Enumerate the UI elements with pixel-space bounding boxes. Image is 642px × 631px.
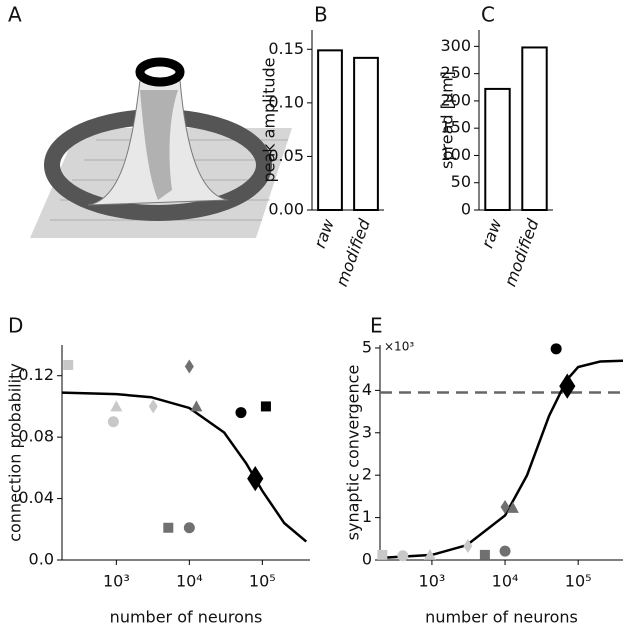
x-axis-label: number of neurons <box>425 608 578 627</box>
y-tick-label: 300 <box>440 36 471 55</box>
y-tick-label: 150 <box>440 118 471 137</box>
marker <box>184 359 194 374</box>
marker <box>235 407 247 419</box>
marker <box>463 539 473 554</box>
x-tick-label: 10³ <box>419 572 446 591</box>
x-tick-label: modified <box>501 216 543 289</box>
y-tick-label: 0.04 <box>18 488 54 507</box>
marker <box>377 549 388 560</box>
y-axis-label: peak amplitude <box>260 57 279 182</box>
marker <box>423 548 436 560</box>
marker <box>506 501 519 513</box>
marker <box>163 522 174 533</box>
y-tick-label: 0.12 <box>18 365 54 384</box>
y-tick-label: 200 <box>440 90 471 109</box>
x-tick-label: 10⁴ <box>492 572 519 591</box>
y-tick-label: 0.05 <box>268 146 304 165</box>
marker <box>247 466 264 492</box>
marker <box>107 416 119 428</box>
y-tick-label: 1 <box>362 507 372 526</box>
x-tick-label: 10⁵ <box>565 572 592 591</box>
marker <box>397 550 409 562</box>
panel-label: D <box>8 314 23 338</box>
x-tick-label: raw <box>478 216 506 251</box>
y-tick-label: 50 <box>451 172 471 191</box>
panel-label: A <box>8 3 22 27</box>
y-tick-label: 0.10 <box>268 92 304 111</box>
marker <box>499 545 511 557</box>
illustration-a: A <box>8 3 292 238</box>
panel-label: B <box>314 3 328 27</box>
fit-curve <box>379 359 624 560</box>
x-tick-label: 10⁵ <box>249 572 276 591</box>
marker <box>260 401 271 412</box>
y-tick-label: 0 <box>362 550 372 569</box>
panel-label: E <box>370 314 383 338</box>
y-tick-label: 3 <box>362 422 372 441</box>
panel-label: C <box>481 3 495 27</box>
fit-curve <box>61 391 308 543</box>
y-tick-label: 0.15 <box>268 39 304 58</box>
bar <box>521 46 548 211</box>
y-tick-label: 0.00 <box>268 200 304 219</box>
x-tick-label: 10⁴ <box>176 572 203 591</box>
y-axis-label: synaptic convergence <box>344 365 363 541</box>
marker <box>183 522 195 534</box>
marker <box>110 400 123 412</box>
bar <box>484 87 511 211</box>
x-tick-label: 10³ <box>103 572 130 591</box>
y-tick-label: 5 <box>362 337 372 356</box>
x-tick-label: raw <box>310 216 338 251</box>
x-axis-label: number of neurons <box>110 608 263 627</box>
y-axis-label: connection probability <box>6 363 25 542</box>
marker <box>479 549 490 560</box>
y-multiplier: ×10³ <box>384 340 414 354</box>
x-tick-label: modified <box>332 216 374 289</box>
marker <box>500 499 510 514</box>
inner-ring <box>135 57 185 87</box>
bar <box>353 56 379 211</box>
y-tick-label: 2 <box>362 465 372 484</box>
y-tick-label: 250 <box>440 63 471 82</box>
marker <box>63 359 74 370</box>
marker <box>190 400 203 412</box>
y-tick-label: 0 <box>461 200 471 219</box>
y-axis-label: spread [μm] <box>438 71 457 169</box>
peak-shade <box>140 90 178 200</box>
y-tick-label: 100 <box>440 145 471 164</box>
bar <box>317 49 343 211</box>
y-tick-label: 4 <box>362 380 372 399</box>
y-tick-label: 0.08 <box>18 427 54 446</box>
marker <box>550 343 562 355</box>
marker <box>559 373 576 399</box>
y-tick-label: 0.0 <box>29 550 54 569</box>
marker <box>148 399 158 414</box>
